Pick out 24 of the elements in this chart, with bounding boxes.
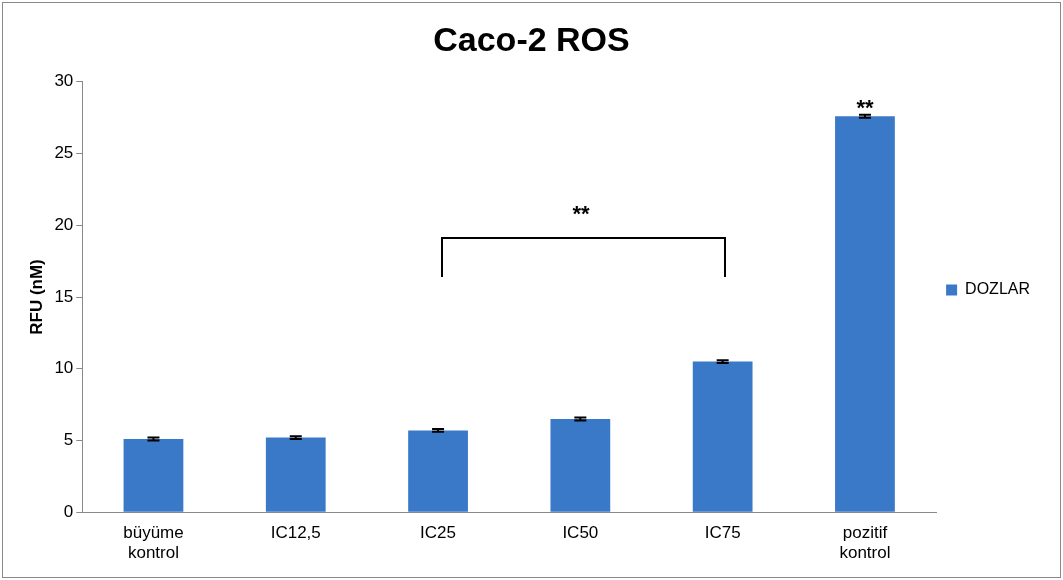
x-tick-label: IC25 [420,523,457,543]
y-tick-label: 30 [54,71,74,91]
bar [550,418,611,512]
annotation: ** [856,95,874,121]
y-tick-label: 25 [54,143,74,163]
chart-title: Caco-2 ROS [433,19,630,58]
bar [265,437,326,512]
bar [835,116,895,512]
x-tick-label: IC75 [704,523,741,543]
y-axis-title: RFU (nM) [26,259,46,335]
x-tick-label: IC12,5 [270,523,321,543]
y-tick-label: 10 [54,358,74,378]
y-tick-label: 20 [54,214,74,234]
y-tick-label: 15 [54,286,74,306]
x-tick-label: büyüme kontrol [123,523,184,563]
y-tick-label: 5 [63,430,74,450]
bar [123,439,184,512]
bar [408,430,468,512]
annotation: ** [572,201,590,227]
legend-label: DOZLAR [965,280,1031,298]
y-tick-label: 0 [63,501,74,521]
bar [692,361,753,512]
x-tick-label: IC50 [562,523,599,543]
x-tick-label: pozitif kontrol [839,523,891,563]
